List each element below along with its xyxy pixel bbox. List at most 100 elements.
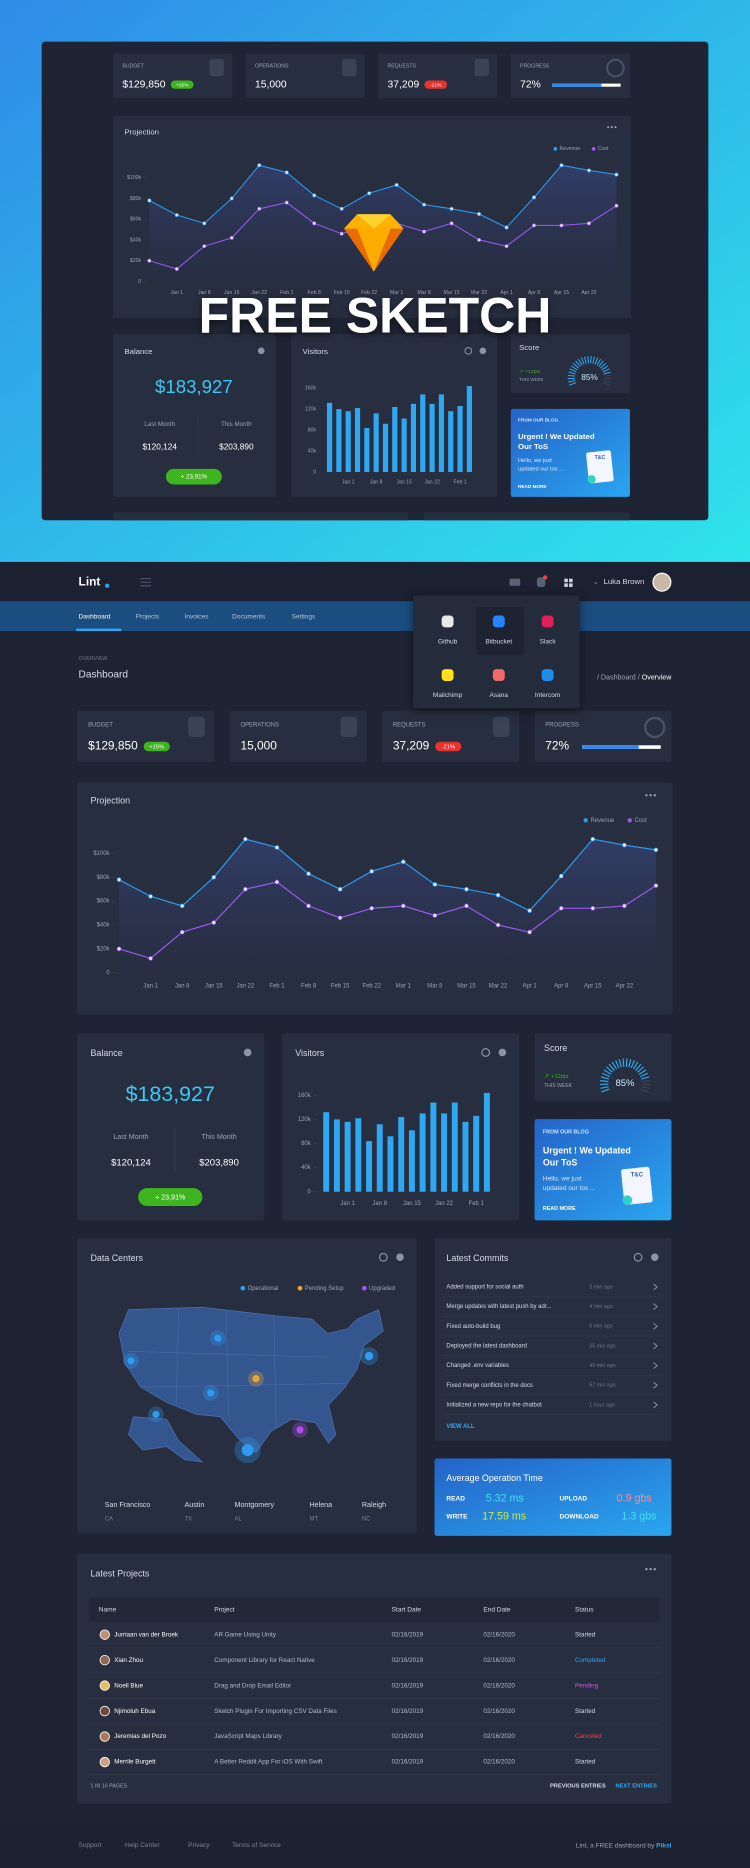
y-tick-label: $20k <box>97 946 110 952</box>
footer-link[interactable]: Support <box>79 1842 102 1849</box>
app-icon[interactable] <box>492 615 505 628</box>
info-icon[interactable] <box>498 1048 507 1057</box>
refresh-icon[interactable] <box>481 1048 491 1057</box>
chevron[interactable] <box>653 1322 658 1330</box>
footer-link[interactable]: Help Center <box>125 1842 161 1849</box>
bar <box>323 1112 330 1192</box>
page-title: Dashboard <box>79 670 128 681</box>
footer <box>0 1823 750 1868</box>
commit-message[interactable]: Fixed auto-build bug <box>446 1324 500 1330</box>
score-trend: +12pts <box>551 1074 568 1080</box>
app-label[interactable]: Asana <box>490 692 509 699</box>
app-icon[interactable] <box>492 669 505 682</box>
chevron[interactable] <box>653 1303 658 1310</box>
logo[interactable]: Lint <box>79 574 101 588</box>
commit-time: 57 min ago <box>589 1383 615 1389</box>
next-link[interactable]: NEXT ENTRIES <box>615 1783 657 1789</box>
y-tick-label: $100k <box>93 851 109 857</box>
commit-message[interactable]: Initialized a new repo for the chatbot <box>446 1402 542 1408</box>
stat-card <box>77 710 215 762</box>
nav-tab[interactable]: Dashboard <box>79 613 111 620</box>
center-marker[interactable] <box>214 1334 222 1342</box>
page-overline: OVERVIEW <box>79 656 109 662</box>
center-marker[interactable] <box>207 1389 215 1397</box>
person-name: Jurriaan van der Broek <box>114 1631 179 1638</box>
bar <box>344 1121 351 1192</box>
app-icon[interactable] <box>441 669 454 682</box>
city-state: AL <box>235 1517 243 1523</box>
info-icon[interactable] <box>396 1253 404 1262</box>
prev-link[interactable]: PREVIOUS ENTRIES <box>550 1783 606 1789</box>
bar <box>473 1115 480 1192</box>
chevron[interactable] <box>653 1362 658 1369</box>
refresh-icon[interactable] <box>378 1252 388 1262</box>
legend-swatch <box>240 1285 246 1291</box>
breadcrumb-item[interactable]: Dashboard <box>601 673 636 681</box>
center-marker[interactable] <box>364 1351 374 1361</box>
view-all-link[interactable]: VIEW ALL <box>446 1424 475 1430</box>
stat-value: 15,000 <box>240 739 277 753</box>
user-name[interactable]: Luka Brown <box>604 577 645 586</box>
commit-message[interactable]: Added support for social auth <box>446 1285 523 1291</box>
nav-tab[interactable]: Documents <box>232 613 266 620</box>
info-icon[interactable] <box>243 1048 252 1057</box>
commit-message[interactable]: Deployed the latest dashboard <box>446 1344 527 1350</box>
app-icon[interactable] <box>541 669 554 682</box>
app-icon[interactable] <box>441 615 454 628</box>
app-label[interactable]: Github <box>438 638 458 645</box>
avatar <box>99 1731 110 1742</box>
score-period: THIS WEEK <box>544 1083 573 1089</box>
footer-link[interactable]: Privacy <box>188 1842 210 1849</box>
commits-card <box>434 1238 672 1441</box>
center-marker[interactable] <box>241 1444 254 1457</box>
stat-icon <box>188 716 205 737</box>
chevron[interactable] <box>653 1342 658 1350</box>
city-name: Raleigh <box>362 1501 386 1509</box>
x-tick-label: Jan 22 <box>435 1201 453 1207</box>
nav-tab[interactable]: Settings <box>292 613 316 620</box>
refresh-icon[interactable] <box>633 1252 643 1262</box>
center-marker[interactable] <box>252 1375 260 1383</box>
footer-link[interactable]: Terms of Service <box>232 1842 281 1849</box>
city-state: MT <box>310 1517 319 1523</box>
avatar <box>99 1654 110 1666</box>
app-label[interactable]: Mailchimp <box>433 692 463 699</box>
person-name: Njimoluh Ebua <box>114 1708 155 1715</box>
more-dot <box>649 794 652 797</box>
stat-label: OPERATIONS <box>240 723 279 729</box>
center-marker[interactable] <box>152 1410 160 1418</box>
app-label[interactable]: Bitbucket <box>485 638 512 645</box>
area <box>119 839 656 973</box>
app-icon[interactable] <box>541 615 554 628</box>
mail-icon[interactable] <box>509 578 521 586</box>
gauge-tick <box>628 1058 632 1068</box>
city-state: NC <box>362 1517 371 1523</box>
point <box>179 903 185 909</box>
apps-icon[interactable] <box>564 578 573 587</box>
table-cell: Drag and Drop Email Editor <box>214 1682 291 1689</box>
commit-time: 4 min ago <box>589 1304 612 1310</box>
gauge-tick <box>600 1086 609 1089</box>
commit-message[interactable]: Fixed merge conflicts in the docs <box>446 1383 532 1389</box>
menu-icon[interactable] <box>140 578 152 587</box>
center-marker[interactable] <box>296 1426 304 1434</box>
gauge-tick <box>622 1058 625 1067</box>
user-avatar[interactable] <box>652 572 672 592</box>
operation-card <box>434 1458 672 1536</box>
credit-brand[interactable]: Piksl <box>656 1842 671 1849</box>
chevron[interactable] <box>653 1401 658 1409</box>
blog-link[interactable]: READ MORE <box>543 1206 576 1212</box>
commit-message[interactable]: Merge updates with latest push by adr... <box>446 1304 551 1310</box>
nav-tab[interactable]: Projects <box>136 613 160 620</box>
app-label[interactable]: Slack <box>540 638 557 645</box>
center-marker[interactable] <box>127 1357 135 1365</box>
commit-message[interactable]: Changed .env variables <box>446 1363 508 1369</box>
nav-tab[interactable]: Invoices <box>185 613 210 620</box>
app-label[interactable]: Intercom <box>535 692 561 699</box>
chevron[interactable] <box>653 1381 658 1389</box>
info-icon[interactable] <box>650 1253 659 1262</box>
point <box>401 903 406 909</box>
chevron[interactable] <box>653 1283 658 1291</box>
bell-icon[interactable] <box>536 577 546 587</box>
y-tick-label: 80k <box>301 1141 311 1147</box>
